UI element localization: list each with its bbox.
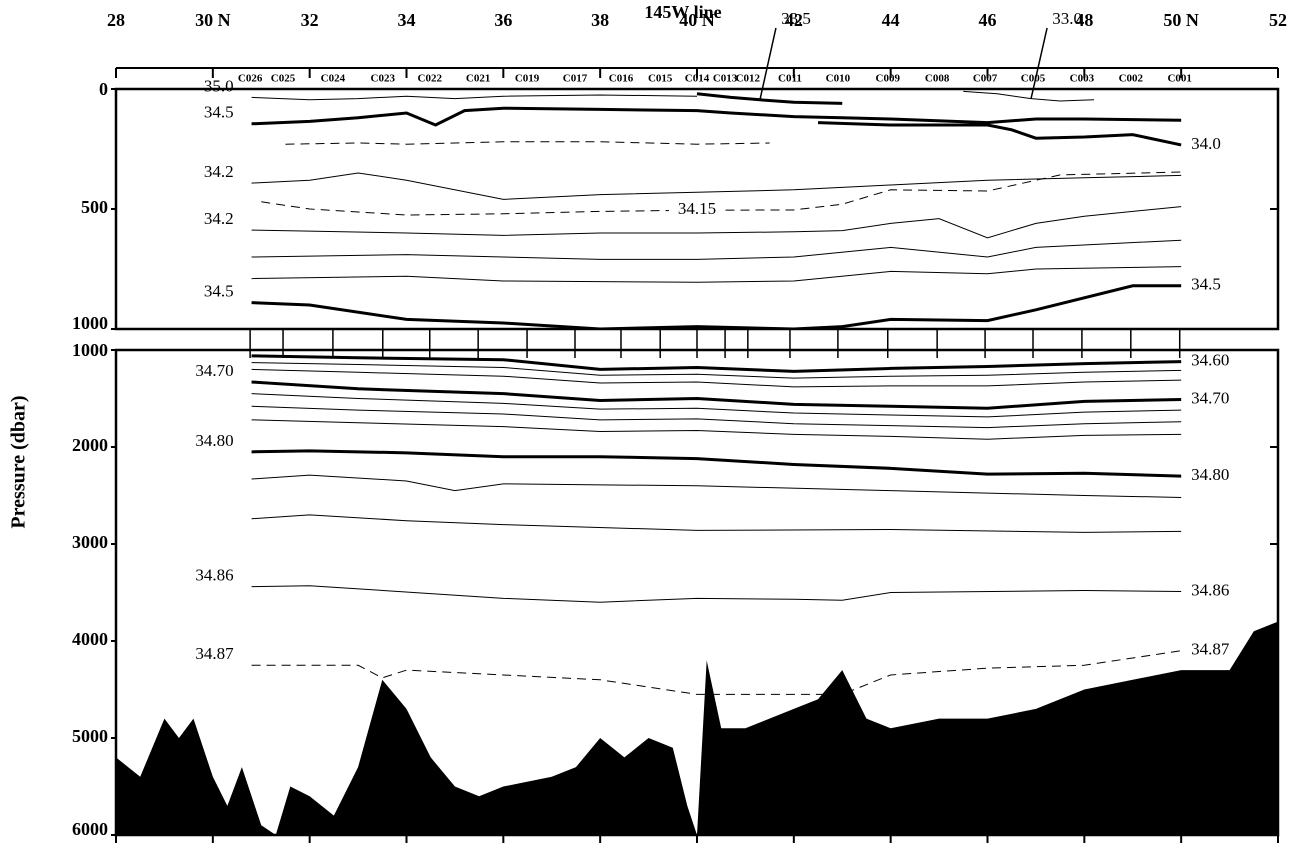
panel (116, 354, 1278, 835)
contour-line (251, 106, 1182, 127)
contour-line (251, 172, 1182, 200)
contour-label: 34.5 (1191, 275, 1221, 294)
contour-line (963, 90, 1095, 102)
station-label: C011 (778, 73, 802, 85)
contour-label: 34.87 (195, 644, 234, 663)
station-label: C016 (609, 73, 634, 85)
contour-label: 35.0 (204, 76, 234, 95)
station-label: C017 (563, 73, 588, 85)
station-label: C001 (1167, 73, 1191, 85)
y-tick-label: 0 (99, 79, 108, 99)
y-tick-label: 3000 (72, 532, 108, 552)
contour-line (251, 650, 1182, 695)
station-label: C012 (736, 73, 761, 85)
contour-label: 34.60 (1191, 351, 1229, 370)
y-tick-label: 5000 (72, 726, 108, 746)
label-background (669, 200, 725, 221)
contour-line (261, 171, 1182, 216)
station-label: C010 (826, 73, 851, 85)
contour-line (251, 284, 1182, 329)
x-tick-label: 44 (882, 10, 900, 30)
contour-label: 33.0 (1052, 9, 1082, 28)
leader-line (1030, 27, 1048, 99)
contour-labels: 34.60 34.70 34.70 34.80 34.80 34.86 34.86 34.87… (195, 351, 1230, 664)
x-tick-label: 40 N (679, 10, 715, 30)
contour-line (251, 474, 1182, 498)
contour-line (251, 405, 1182, 429)
x-tick-label: 36 (494, 10, 512, 30)
x-tick-label: 46 (979, 10, 997, 30)
y-tick-label: 1000 (72, 340, 108, 360)
station-label: C005 (1021, 73, 1046, 85)
contour-line (251, 449, 1182, 478)
contour-label: 34.5 (204, 103, 234, 122)
x-tick-label: 30 N (195, 10, 231, 30)
station-label: C003 (1070, 73, 1095, 85)
contour-line (696, 92, 843, 105)
station-label: C009 (876, 73, 901, 85)
x-tick-label: 34 (398, 10, 416, 30)
contour-line (817, 121, 1182, 147)
station-label: C007 (973, 73, 998, 85)
contour-line (251, 266, 1182, 283)
contour-label: 34.86 (1191, 580, 1229, 599)
contour-line (251, 419, 1182, 440)
station-label: C015 (648, 73, 673, 85)
station-label: C008 (925, 73, 950, 85)
station-label: C026 (238, 73, 263, 85)
bathymetry (116, 621, 1278, 835)
station-label: C019 (515, 73, 540, 85)
contour-label: 34.5 (204, 282, 234, 301)
x-tick-label: 52 (1269, 10, 1287, 30)
y-axis-label: Pressure (dbar) (8, 395, 30, 528)
y-tick-label: 4000 (72, 629, 108, 649)
panel-frame (114, 348, 1280, 837)
contour-label: 34.70 (195, 361, 233, 380)
contour-line (251, 368, 1182, 388)
x-tick-label: 38 (591, 10, 609, 30)
contour-line (251, 514, 1182, 533)
x-tick-label: 48 (1075, 10, 1093, 30)
x-tick-label: 28 (107, 10, 125, 30)
station-label: C002 (1119, 73, 1144, 85)
contour-labels: 35.0 34.5 33.5 33.0 34.0 34.2 34.15 34.2 34.5 34.… (204, 9, 1221, 301)
contour-line (285, 141, 770, 145)
contour-line (251, 206, 1182, 239)
station-label: C023 (371, 73, 396, 85)
contour-label: 34.2 (204, 209, 234, 228)
contour-line (251, 393, 1182, 418)
contour-label: 34.0 (1191, 134, 1221, 153)
contour-label: 34.80 (1191, 465, 1229, 484)
y-tick-label: 2000 (72, 435, 108, 455)
contour-label: 34.70 (1191, 388, 1229, 407)
station-label: C014 (685, 73, 710, 85)
station-label: C021 (466, 73, 490, 85)
y-tick-label: 1000 (72, 313, 108, 333)
contour-line (251, 362, 1182, 379)
contour-line (251, 380, 1182, 410)
y-tick-label: 500 (81, 197, 108, 217)
contour-label: 33.5 (781, 9, 811, 28)
x-tick-label: 42 (785, 10, 803, 30)
station-label: C025 (271, 73, 296, 85)
contour-label: 34.80 (195, 431, 233, 450)
contour-line (251, 94, 698, 101)
contour-label: 34.15 (678, 199, 716, 218)
contour-line (251, 354, 1182, 373)
chart-title: 145W line (644, 2, 721, 22)
x-tick-label: 50 N (1163, 10, 1199, 30)
contour-label: 34.2 (204, 162, 234, 181)
contour-label: 34.87 (1191, 640, 1230, 659)
station-label: C022 (418, 73, 443, 85)
contour-line (251, 585, 1182, 603)
x-tick-label: 32 (301, 10, 319, 30)
panel (251, 90, 1182, 329)
contour-label: 34.86 (195, 566, 233, 585)
contour-line (251, 239, 1182, 260)
station-label: C013 (713, 73, 738, 85)
y-tick-label: 6000 (72, 819, 108, 839)
station-label: C024 (321, 73, 346, 85)
